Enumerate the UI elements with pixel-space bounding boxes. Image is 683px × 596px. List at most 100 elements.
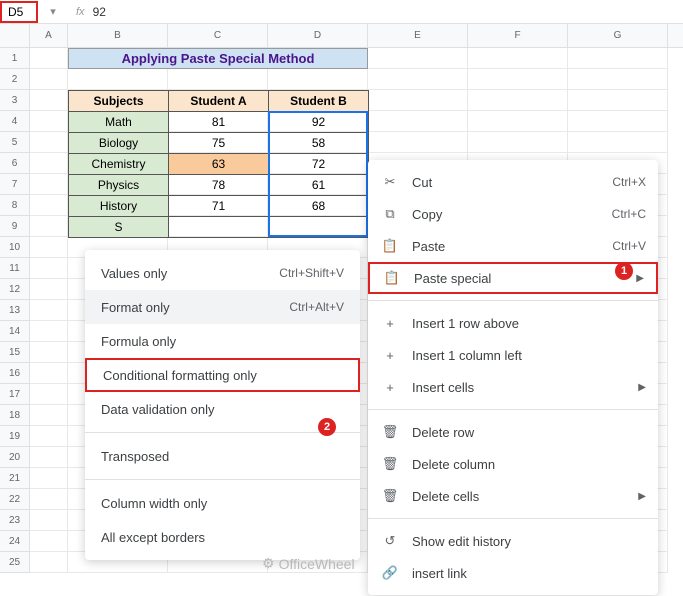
menu-item[interactable]: ✂CutCtrl+X [368,166,658,198]
cell[interactable] [368,132,468,153]
cell[interactable] [468,48,568,69]
col-header[interactable]: C [168,24,268,47]
menu-item[interactable]: 📋Paste special▶ [368,262,658,294]
row-header[interactable]: 16 [0,363,29,384]
cell[interactable] [568,90,668,111]
subject-cell[interactable]: Chemistry [69,154,169,175]
cell[interactable] [30,342,68,363]
value-cell[interactable]: 78 [169,175,269,196]
row-header[interactable]: 3 [0,90,29,111]
row-header[interactable]: 1 [0,48,29,69]
subject-cell[interactable]: Biology [69,133,169,154]
row-header[interactable]: 22 [0,489,29,510]
row-header[interactable]: 19 [0,426,29,447]
value-cell[interactable]: 81 [169,112,269,133]
value-cell[interactable]: 68 [269,196,369,217]
cell[interactable] [30,384,68,405]
row-header[interactable]: 11 [0,258,29,279]
cell[interactable] [568,48,668,69]
submenu-item[interactable]: Values onlyCtrl+Shift+V [85,256,360,290]
menu-item[interactable]: +Insert 1 column left [368,339,658,371]
value-cell[interactable]: 61 [269,175,369,196]
row-header[interactable]: 5 [0,132,29,153]
cell[interactable] [568,69,668,90]
cell[interactable] [68,69,168,90]
menu-item[interactable]: +Insert cells▶ [368,371,658,403]
row-header[interactable]: 10 [0,237,29,258]
cell[interactable] [30,237,68,258]
cell[interactable] [30,48,68,69]
cell[interactable] [268,69,368,90]
cell[interactable] [30,363,68,384]
row-header[interactable]: 4 [0,111,29,132]
row-header[interactable]: 14 [0,321,29,342]
row-header[interactable]: 13 [0,300,29,321]
cell[interactable] [30,258,68,279]
row-header[interactable]: 17 [0,384,29,405]
value-cell[interactable] [269,217,369,238]
cell[interactable] [30,531,68,552]
cell[interactable] [30,468,68,489]
table-header[interactable]: Student A [169,91,269,112]
row-header[interactable]: 15 [0,342,29,363]
col-header[interactable]: D [268,24,368,47]
menu-item[interactable]: 🗑Delete row [368,416,658,448]
formula-value[interactable]: 92 [93,5,106,19]
cell[interactable] [30,426,68,447]
cell[interactable] [30,489,68,510]
submenu-item[interactable]: Transposed [85,439,360,473]
menu-item[interactable]: 🗑Delete cells▶ [368,480,658,512]
cell[interactable] [368,90,468,111]
row-header[interactable]: 25 [0,552,29,573]
title-cell[interactable]: Applying Paste Special Method [68,48,368,69]
value-cell[interactable]: 72 [269,154,369,175]
submenu-item[interactable]: Conditional formatting only [85,358,360,392]
cell[interactable] [468,90,568,111]
cell[interactable] [30,111,68,132]
col-header[interactable]: G [568,24,668,47]
value-cell[interactable]: 71 [169,196,269,217]
cell[interactable] [468,69,568,90]
row-header[interactable]: 7 [0,174,29,195]
cell[interactable] [30,174,68,195]
menu-item[interactable]: 📋PasteCtrl+V [368,230,658,262]
subject-cell[interactable]: Math [69,112,169,133]
row-header[interactable]: 8 [0,195,29,216]
table-header[interactable]: Student B [269,91,369,112]
cell[interactable] [468,132,568,153]
table-header[interactable]: Subjects [69,91,169,112]
cell[interactable] [168,69,268,90]
cell[interactable] [568,111,668,132]
subject-cell[interactable]: S [69,217,169,238]
cell[interactable] [468,111,568,132]
submenu-item[interactable]: Format onlyCtrl+Alt+V [85,290,360,324]
subject-cell[interactable]: Physics [69,175,169,196]
data-table[interactable]: SubjectsStudent AStudent BMath8192Biolog… [68,90,369,238]
select-all[interactable] [0,24,29,48]
row-header[interactable]: 9 [0,216,29,237]
cell[interactable] [30,321,68,342]
value-cell[interactable]: 63 [169,154,269,175]
cell[interactable] [30,195,68,216]
cell[interactable] [368,111,468,132]
submenu-item[interactable]: Column width only [85,486,360,520]
menu-item[interactable]: 🔗insert link [368,557,658,589]
cell[interactable] [368,48,468,69]
cell[interactable] [30,132,68,153]
cell[interactable] [30,90,68,111]
value-cell[interactable]: 75 [169,133,269,154]
cell[interactable] [30,447,68,468]
submenu-item[interactable]: Formula only [85,324,360,358]
row-header[interactable]: 12 [0,279,29,300]
menu-item[interactable]: 🗑Delete column [368,448,658,480]
submenu-item[interactable]: All except borders [85,520,360,554]
cell[interactable] [30,510,68,531]
name-box[interactable]: D5 [0,1,38,23]
cell[interactable] [368,69,468,90]
cell[interactable] [568,132,668,153]
row-header[interactable]: 18 [0,405,29,426]
menu-item[interactable]: ⧉CopyCtrl+C [368,198,658,230]
cell[interactable] [30,552,68,573]
row-header[interactable]: 21 [0,468,29,489]
row-header[interactable]: 23 [0,510,29,531]
